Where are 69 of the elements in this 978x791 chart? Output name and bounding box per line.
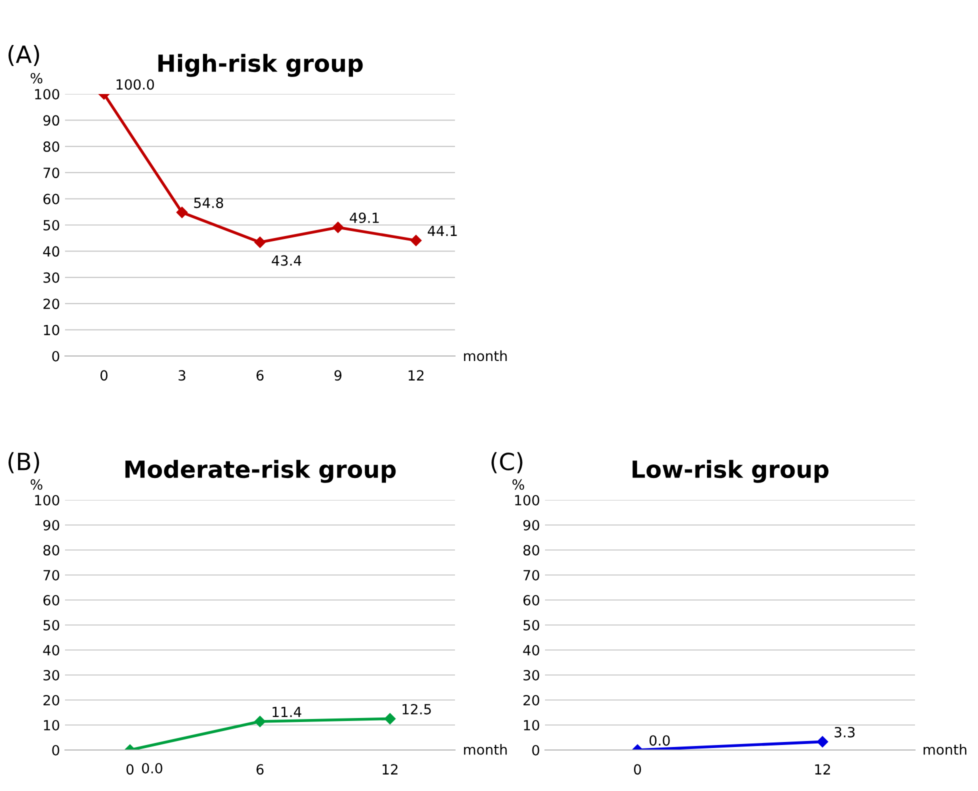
y-tick-label: 30 (44, 272, 60, 283)
y-tick-label: 90 (43, 520, 60, 530)
x-tick-label: 0 (100, 370, 108, 381)
x-tick-label: 6 (256, 764, 264, 775)
y-tick-label: 90 (523, 520, 540, 530)
x-tick-label: 12 (815, 764, 830, 774)
y-tick-label: 80 (43, 544, 60, 556)
y-tick-label: 0 (52, 744, 60, 756)
y-tick-label: 40 (43, 246, 60, 257)
y-tick-label: 100 (35, 494, 60, 506)
y-tick-label: 70 (524, 570, 540, 580)
y-tick-label: 30 (44, 670, 60, 680)
y-axis-title: % (30, 479, 42, 490)
y-axis-title: % (512, 479, 524, 490)
x-axis-title: month (464, 350, 507, 362)
text: (B) (8, 452, 40, 474)
point (254, 236, 266, 248)
y-tick-label: 30 (524, 670, 540, 680)
text: (A) (8, 44, 40, 66)
data-label: 44.1 (428, 226, 457, 236)
y-tick-label: 50 (44, 620, 60, 630)
y-tick-label: 10 (44, 324, 60, 336)
y-tick-label: 60 (43, 594, 60, 606)
y-tick-label: 40 (523, 644, 540, 656)
x-tick-label: 12 (408, 370, 424, 380)
data-label: 11.4 (272, 706, 302, 717)
y-tick-label: 20 (43, 298, 60, 310)
x-tick-label: 3 (178, 370, 186, 381)
x-tick-label: 12 (382, 764, 398, 774)
y-tick-label: 100 (35, 88, 60, 100)
y-tick-label: 50 (524, 620, 540, 630)
x-axis-title: month (924, 744, 966, 755)
y-tick-label: 20 (43, 694, 60, 706)
y-tick-label: 60 (523, 594, 540, 606)
y-tick-label: 70 (44, 168, 60, 178)
point (410, 234, 422, 246)
data-label: 100.0 (116, 79, 154, 90)
y-tick-label: 0 (532, 744, 540, 756)
x-tick-label: 0 (126, 764, 134, 775)
data-label: 3.3 (834, 726, 855, 738)
chart-title: High-risk group (158, 54, 363, 77)
y-tick-label: 10 (524, 720, 540, 730)
chart-title: Moderate-risk group (125, 460, 396, 483)
data-label: 54.8 (194, 198, 224, 208)
chart-title: Low-risk group (632, 460, 828, 483)
y-tick-label: 70 (44, 570, 60, 580)
y-tick-label: 50 (44, 220, 60, 230)
data-label: 0.0 (650, 735, 670, 746)
data-label: 0.0 (142, 762, 162, 774)
y-axis-title: % (30, 72, 42, 84)
y-tick-label: 40 (43, 644, 60, 656)
data-label: 12.5 (402, 704, 431, 714)
data-label: 49.1 (350, 212, 379, 224)
x-axis-title: month (464, 744, 507, 755)
data-label: 43.4 (272, 255, 302, 266)
x-tick-label: 6 (256, 370, 264, 381)
point (176, 206, 188, 218)
point (332, 222, 344, 233)
y-tick-label: 0 (52, 350, 60, 362)
y-tick-label: 80 (523, 544, 540, 556)
y-tick-label: 60 (43, 194, 60, 204)
y-tick-label: 20 (523, 694, 540, 706)
y-tick-label: 100 (515, 494, 540, 506)
x-tick-label: 9 (334, 370, 342, 381)
text: (C) (492, 452, 522, 474)
y-tick-label: 10 (44, 720, 60, 730)
y-tick-label: 90 (43, 115, 60, 126)
x-tick-label: 0 (634, 764, 641, 775)
y-tick-label: 80 (43, 141, 60, 152)
